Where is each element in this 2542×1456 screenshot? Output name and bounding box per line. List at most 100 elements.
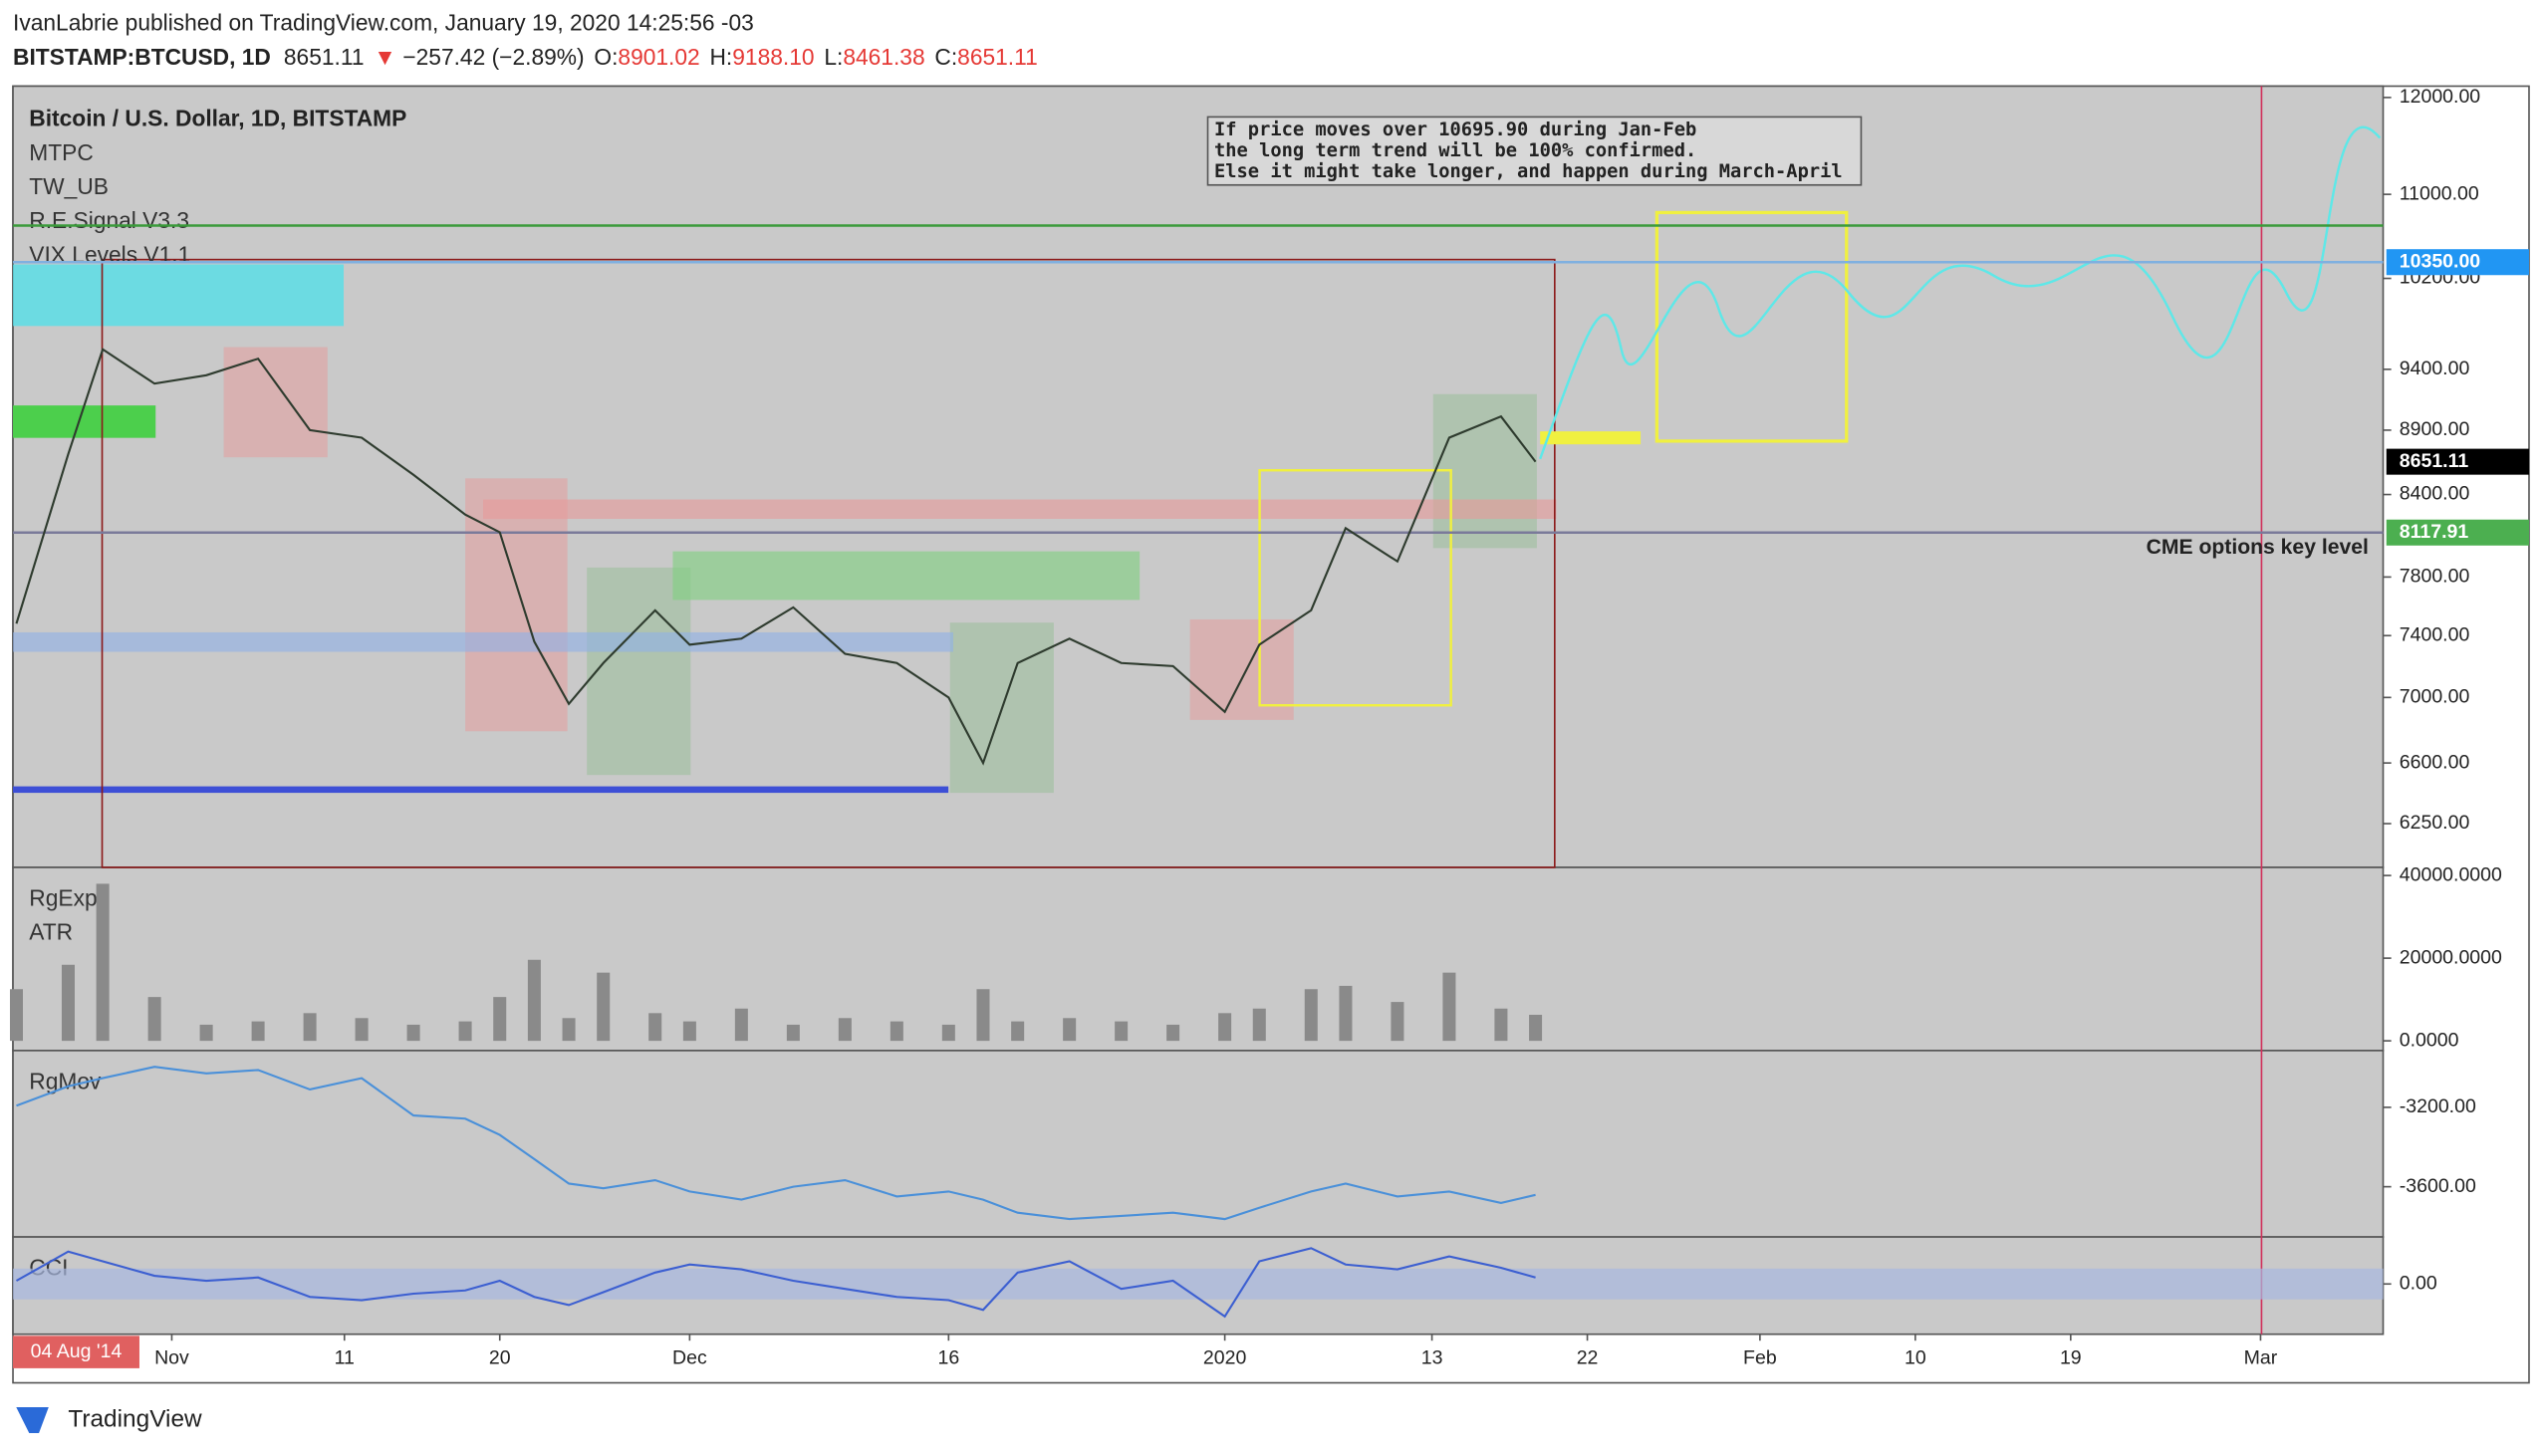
volume-bar	[1529, 1014, 1543, 1042]
volume-bar	[527, 959, 541, 1042]
y-tick-label: 7400.00	[2400, 623, 2470, 645]
y-tick-label: 7800.00	[2400, 566, 2470, 588]
price-pane	[12, 85, 2385, 868]
volume-bar	[406, 1024, 420, 1042]
zone	[13, 405, 156, 438]
h-label: H:	[709, 44, 732, 70]
series-line	[16, 1066, 1536, 1221]
x-tick-label: 11	[335, 1346, 355, 1368]
price-label-bg	[2386, 249, 2529, 276]
zone	[587, 567, 691, 776]
volume-bar	[941, 1024, 955, 1042]
symbol: BITSTAMP:BTCUSD, 1D	[13, 44, 271, 70]
volume-bar	[1494, 1008, 1508, 1042]
volume-bar	[838, 1018, 852, 1042]
y-tick-label: 6600.00	[2400, 751, 2470, 773]
volume-bar	[1252, 1008, 1266, 1042]
x-tick-label: 13	[1421, 1346, 1443, 1368]
x-tick-label: 19	[2060, 1346, 2082, 1368]
y-tick-label: 40000.0000	[2400, 863, 2502, 885]
x-tick-label: 22	[1577, 1346, 1599, 1368]
x-tick-label: 2020	[1203, 1346, 1247, 1368]
date-badge-text: 04 Aug '14	[31, 1340, 123, 1362]
y-tick-label: 12000.00	[2400, 86, 2481, 108]
footer-brand[interactable]: TradingView	[68, 1405, 202, 1432]
y-tick-label: 0.00	[2400, 1272, 2437, 1294]
volume-bar	[890, 1021, 903, 1042]
volume-bar	[1442, 972, 1456, 1042]
volume-bar	[734, 1008, 748, 1042]
projection-box	[1654, 210, 1849, 443]
volume-bar	[458, 1021, 472, 1042]
volume-bar	[1339, 985, 1353, 1042]
o-label: O:	[594, 44, 618, 70]
volume-bar	[9, 989, 23, 1042]
volume-bar	[1218, 1013, 1232, 1042]
y-tick-label: 6250.00	[2400, 812, 2470, 834]
zone	[1189, 618, 1294, 720]
y-tick-label: 8400.00	[2400, 483, 2470, 505]
arrow: ▼	[374, 44, 396, 70]
rgmov-pane	[12, 1050, 2385, 1238]
annotation-line: the long term trend will be 100% confirm…	[1214, 140, 1696, 161]
publish-info: IvanLabrie published on TradingView.com,…	[13, 10, 754, 36]
close: 8651.11	[957, 44, 1038, 70]
zone	[465, 478, 568, 732]
volume-bar	[1304, 989, 1318, 1042]
volume-bar	[682, 1021, 696, 1042]
volume-bar	[562, 1018, 576, 1042]
projection-path	[1539, 125, 2382, 460]
pane-label: TW_UB	[29, 173, 109, 199]
volume-bar	[648, 1013, 662, 1042]
y-tick-label: 20000.0000	[2400, 946, 2502, 968]
y-tick-label: 0.0000	[2400, 1029, 2459, 1051]
zone	[483, 499, 1557, 520]
c-label: C:	[934, 44, 957, 70]
volume-bar	[1115, 1021, 1129, 1042]
volume-bar	[96, 883, 110, 1042]
volume-bar	[1391, 1002, 1404, 1042]
y-tick-label: 8900.00	[2400, 418, 2470, 440]
chart-title: Bitcoin / U.S. Dollar, 1D, BITSTAMP	[29, 106, 406, 131]
l-label: L:	[824, 44, 843, 70]
cci-band	[13, 1268, 2384, 1300]
pane-label: ATR	[29, 919, 73, 945]
volume-bar	[199, 1024, 213, 1042]
key-level-label: CME options key level	[2147, 536, 2369, 559]
x-tick-label: 10	[1905, 1346, 1926, 1368]
price-label: 10350.00	[2400, 250, 2481, 272]
volume-pane	[12, 866, 2385, 1052]
volume-bar	[1011, 1021, 1025, 1042]
zone	[1258, 468, 1452, 707]
zone	[672, 551, 1141, 601]
change: −257.42 (−2.89%)	[402, 44, 584, 70]
price-label-bg	[2386, 519, 2529, 546]
annotation-line: If price moves over 10695.90 during Jan-…	[1214, 120, 1696, 140]
y-tick-label: 9400.00	[2400, 358, 2470, 379]
volume-bar	[1063, 1018, 1077, 1042]
annotation-box	[1206, 116, 1863, 186]
zone	[223, 347, 328, 458]
zone	[13, 264, 345, 327]
x-tick-label: Feb	[1743, 1346, 1777, 1368]
series-line	[15, 1247, 1536, 1319]
volume-bar	[303, 1013, 317, 1042]
volume-bar	[786, 1024, 800, 1042]
low: 8461.38	[843, 44, 924, 70]
volume-bar	[1166, 1024, 1180, 1042]
y-tick-label: 7000.00	[2400, 686, 2470, 708]
pane-label: VIX Levels V1.1	[29, 241, 190, 267]
y-tick-label: -3200.00	[2400, 1095, 2476, 1117]
open: 8901.02	[618, 44, 699, 70]
volume-bar	[61, 964, 75, 1042]
pane-label: RgExp	[29, 885, 97, 911]
y-tick-label: 11000.00	[2400, 182, 2479, 204]
volume-bar	[493, 997, 507, 1042]
volume-bar	[147, 997, 161, 1042]
logo	[16, 1406, 49, 1433]
x-tick-label: Nov	[154, 1346, 189, 1368]
symbol-line: BITSTAMP:BTCUSD, 1D 8651.11 ▼ −257.42 (−2.8…	[13, 44, 1038, 70]
volume-bar	[976, 989, 990, 1042]
price-label: 8117.91	[2400, 521, 2469, 543]
